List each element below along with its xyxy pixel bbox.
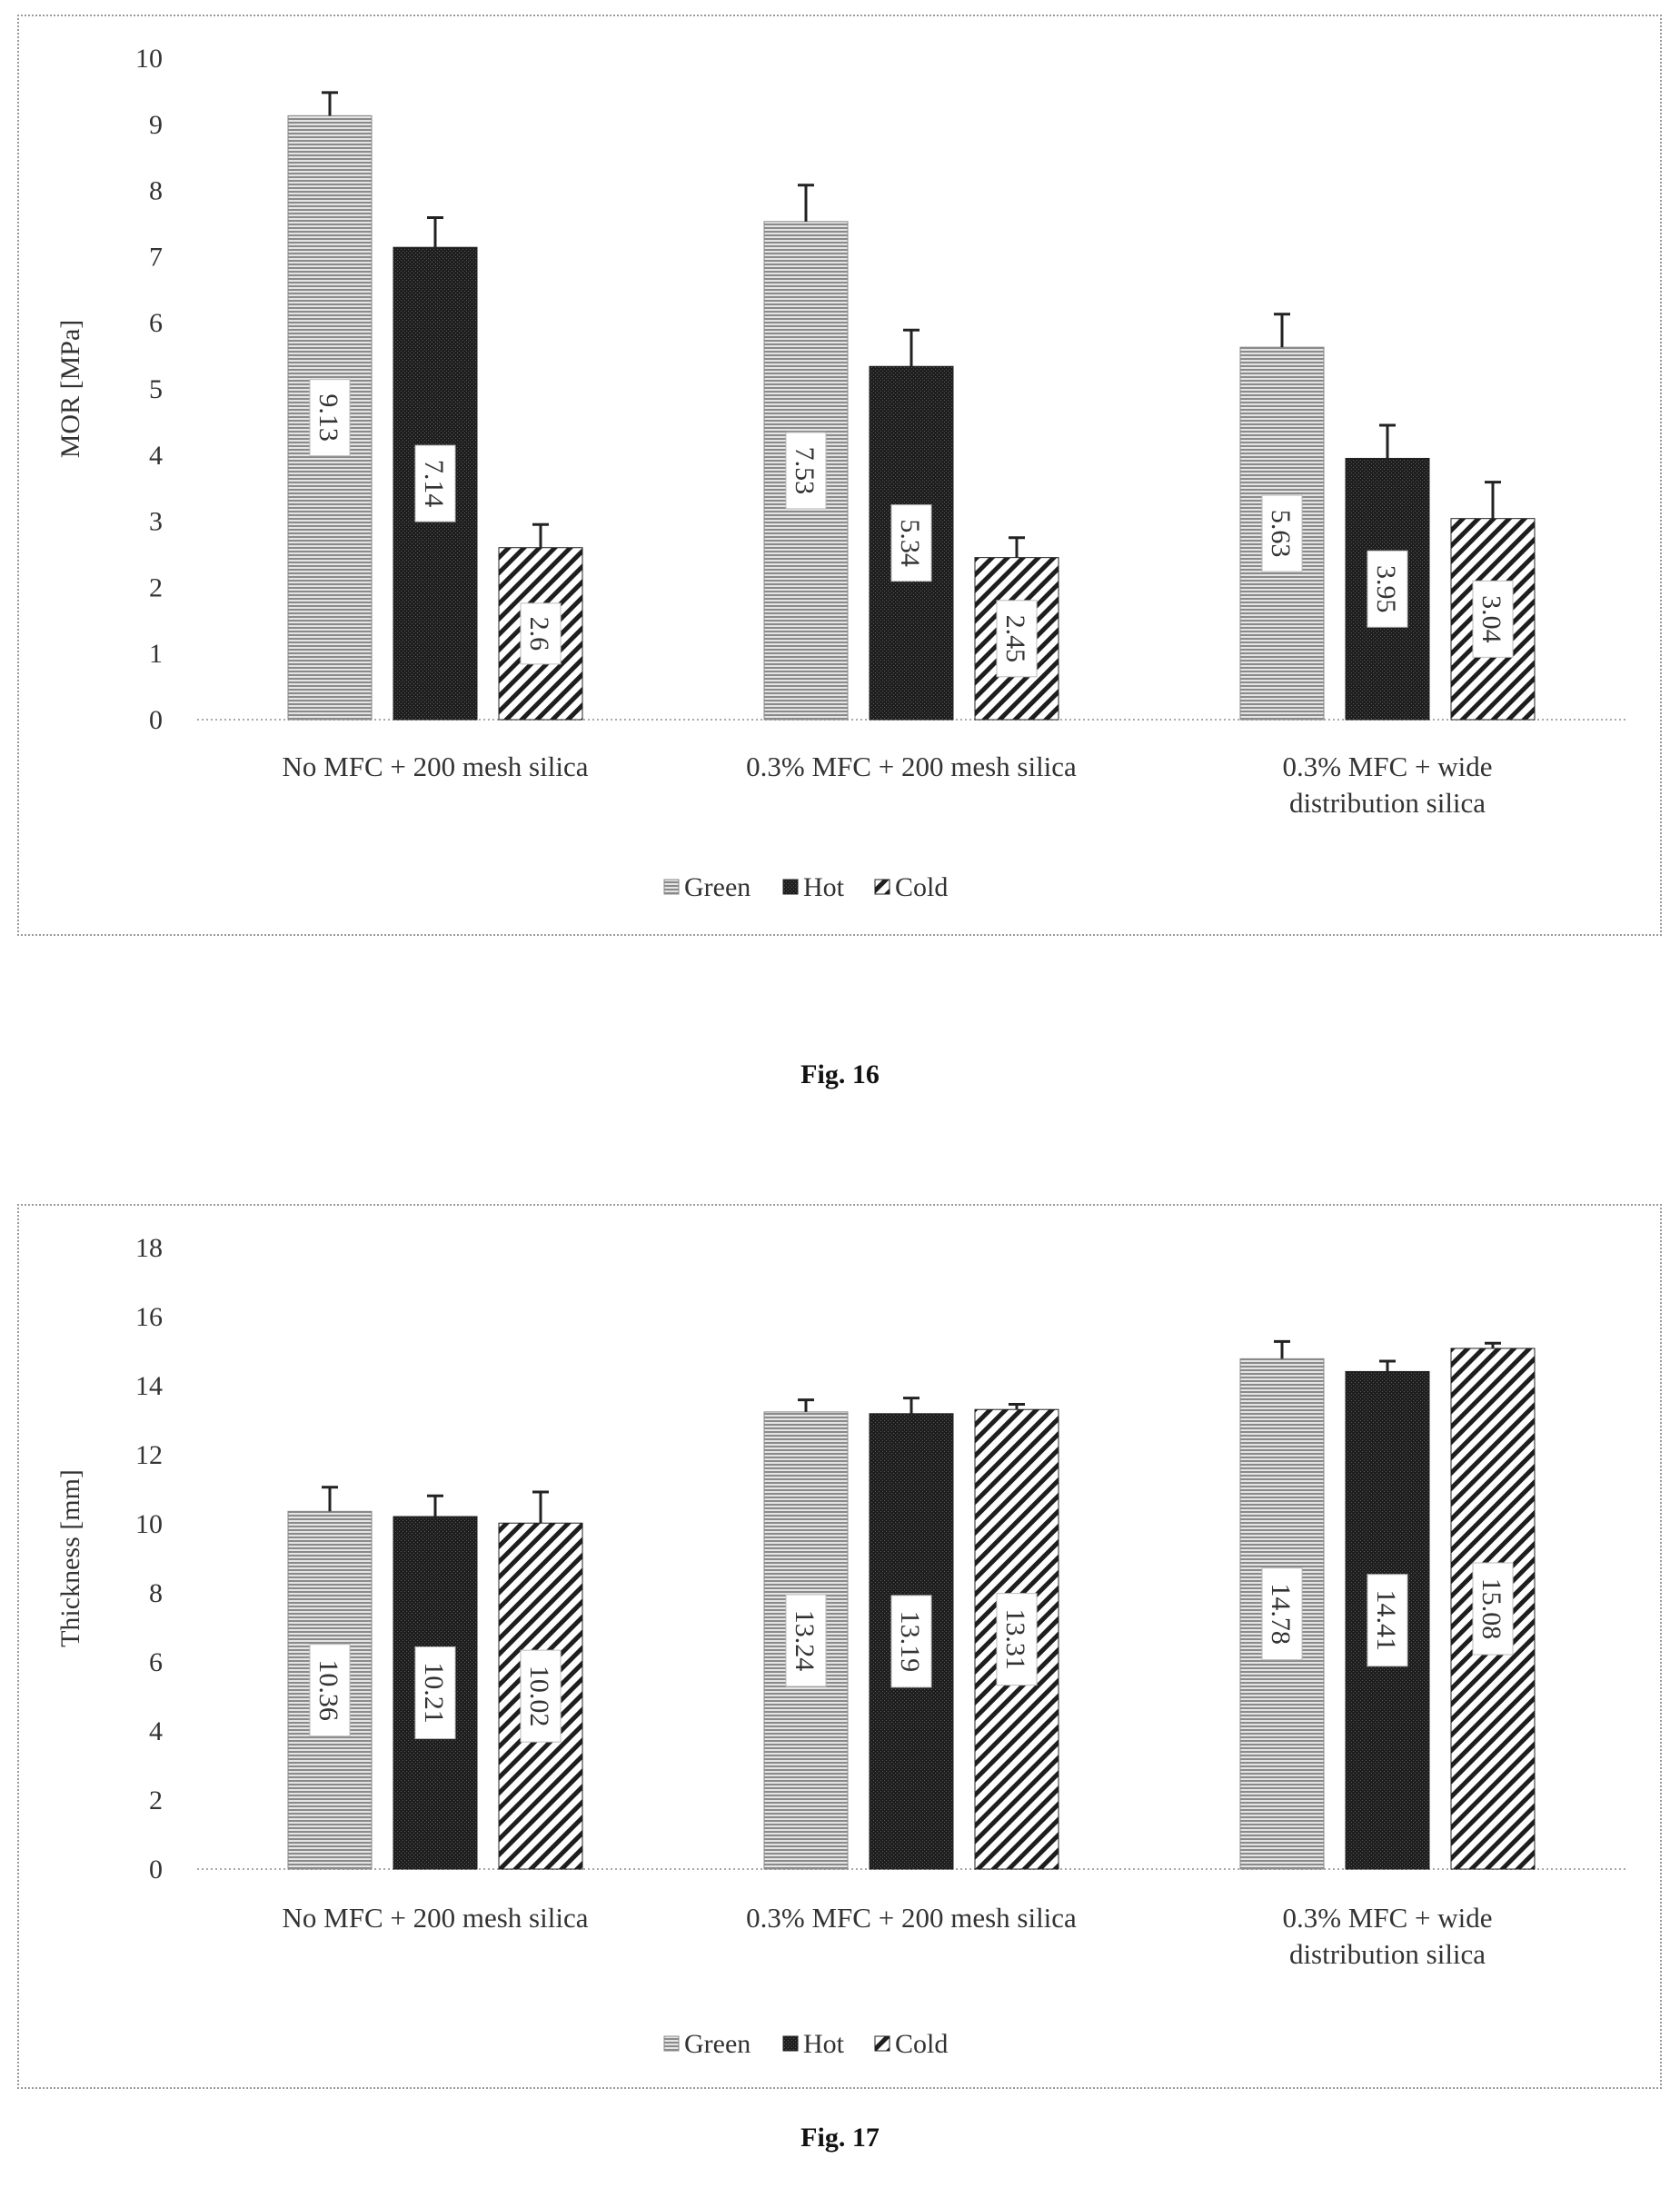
data-label: 7.14 (419, 460, 449, 508)
data-label: 13.19 (895, 1611, 925, 1673)
data-label: 5.63 (1266, 510, 1296, 558)
data-label-box (414, 444, 456, 522)
data-label: 13.31 (1000, 1608, 1030, 1670)
legend-swatch-hot (782, 879, 799, 895)
legend-swatch-hot (782, 2035, 799, 2052)
data-label-box (890, 504, 932, 582)
category-label: 0.3% MFC + wide (1282, 751, 1492, 782)
legend-swatch-cold (874, 879, 890, 895)
category-label: distribution silica (1289, 1938, 1486, 1970)
y-tick-label: 14 (135, 1371, 163, 1401)
y-tick-label: 5 (149, 374, 163, 404)
y-tick-label: 2 (149, 572, 163, 602)
data-label-box (785, 432, 827, 510)
data-label-box (996, 1593, 1038, 1686)
data-label-box (1472, 580, 1514, 658)
y-tick-label: 10 (135, 44, 163, 74)
y-tick-label: 3 (149, 507, 163, 537)
legend-label-hot: Hot (803, 872, 845, 902)
data-label: 13.24 (790, 1610, 820, 1672)
data-label-box (414, 1646, 456, 1740)
legend-swatch-green (663, 2035, 680, 2052)
y-tick-label: 4 (149, 441, 163, 471)
data-label-box (890, 1595, 932, 1688)
data-label: 3.04 (1476, 595, 1506, 643)
y-tick-label: 7 (149, 242, 163, 272)
data-label-box (520, 1649, 562, 1743)
data-label-box (309, 379, 351, 457)
category-label: No MFC + 200 mesh silica (283, 751, 589, 782)
y-tick-label: 10 (135, 1509, 163, 1539)
legend-label-green: Green (684, 2029, 751, 2059)
data-label-box (1261, 494, 1303, 572)
y-tick-label: 8 (149, 1578, 163, 1608)
data-label: 3.95 (1371, 565, 1401, 613)
legend-label-hot: Hot (803, 2029, 845, 2059)
category-label: distribution silica (1289, 787, 1486, 819)
data-label: 10.02 (524, 1666, 554, 1727)
legend-label-cold: Cold (895, 872, 948, 902)
y-tick-label: 18 (135, 1233, 163, 1263)
data-label: 2.45 (1000, 615, 1030, 663)
figure-17-panel: 0 2 4 6 8 10 12 14 16 18 Thickness [mm] 10.36 10.21 1… (17, 1204, 1662, 2089)
data-label: 10.36 (313, 1659, 343, 1721)
y-tick-label: 0 (149, 1855, 163, 1885)
y-tick-label: 16 (135, 1302, 163, 1332)
legend-label-green: Green (684, 872, 751, 902)
y-tick-label: 4 (149, 1716, 163, 1746)
data-label: 2.6 (524, 617, 554, 651)
legend-label-cold: Cold (895, 2029, 948, 2059)
y-tick-label: 6 (149, 308, 163, 338)
y-axis-label: Thickness [mm] (55, 1469, 85, 1647)
y-tick-label: 12 (135, 1440, 163, 1470)
data-label-box (1367, 1574, 1408, 1667)
category-label: 0.3% MFC + 200 mesh silica (746, 1902, 1077, 1934)
data-label: 14.41 (1371, 1589, 1401, 1651)
thickness-bar-chart: 0 2 4 6 8 10 12 14 16 18 Thickness [mm] 10.36 10.21 1… (55, 1233, 1625, 2059)
data-label: 10.21 (419, 1662, 449, 1724)
legend-swatch-green (663, 879, 680, 895)
data-label: 14.78 (1266, 1583, 1296, 1645)
data-label-box (1367, 550, 1408, 628)
y-tick-label: 8 (149, 176, 163, 206)
data-label: 7.53 (790, 447, 820, 494)
category-label: 0.3% MFC + wide (1282, 1902, 1492, 1934)
mor-bar-chart: 0 1 2 3 4 5 6 7 8 9 10 MOR [MPa] 9.13 7.14 2.6 No MFC +… (55, 44, 1625, 902)
y-tick-label: 9 (149, 110, 163, 140)
data-label-box (1472, 1562, 1514, 1656)
data-label: 5.34 (895, 519, 925, 567)
legend-swatch-cold (874, 2035, 890, 2052)
data-label: 9.13 (313, 393, 343, 442)
y-tick-label: 2 (149, 1785, 163, 1815)
data-label-box (1261, 1567, 1303, 1661)
data-label-box (520, 602, 562, 665)
y-tick-label: 1 (149, 639, 163, 669)
category-label: No MFC + 200 mesh silica (283, 1902, 589, 1934)
data-label: 15.08 (1476, 1578, 1506, 1640)
y-axis-label: MOR [MPa] (55, 320, 85, 459)
y-tick-label: 6 (149, 1647, 163, 1677)
category-label: 0.3% MFC + 200 mesh silica (746, 751, 1077, 782)
data-label-box (996, 600, 1038, 678)
figure-16-panel: 0 1 2 3 4 5 6 7 8 9 10 MOR [MPa] 9.13 7.14 2.6 No MFC +… (17, 15, 1662, 936)
figure-16-caption: Fig. 16 (800, 1059, 880, 1089)
figure-17-caption: Fig. 17 (800, 2123, 880, 2153)
data-label-box (309, 1644, 351, 1737)
data-label-box (785, 1594, 827, 1687)
y-tick-label: 0 (149, 705, 163, 735)
